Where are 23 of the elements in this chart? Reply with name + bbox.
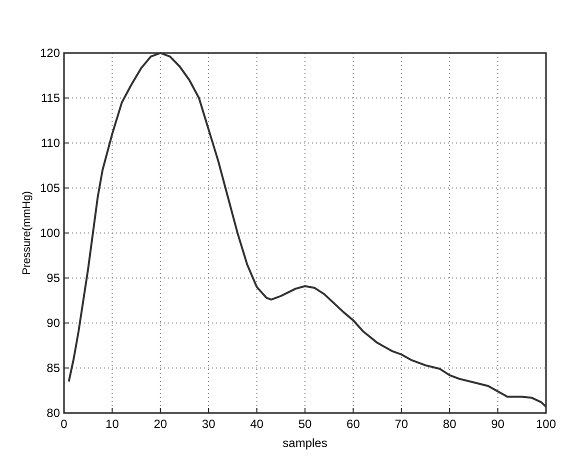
x-tick-label: 0 xyxy=(60,417,68,431)
y-tick-label: 115 xyxy=(40,91,60,105)
y-tick-label: 100 xyxy=(40,226,60,240)
y-tick-label: 120 xyxy=(40,46,60,60)
y-tick-label: 85 xyxy=(46,361,60,375)
x-tick-label: 30 xyxy=(202,417,216,431)
x-tick-label: 100 xyxy=(536,417,556,431)
x-tick-label: 90 xyxy=(491,417,505,431)
y-axis-title: Pressure(mmHg) xyxy=(21,191,33,275)
x-axis-title: samples xyxy=(282,436,328,450)
x-tick-label: 40 xyxy=(250,417,264,431)
y-tick-label: 80 xyxy=(46,406,60,420)
line-series xyxy=(68,52,547,408)
y-tick-label: 105 xyxy=(40,181,60,195)
x-tick-label: 80 xyxy=(442,417,457,431)
y-tick-label: 90 xyxy=(46,316,60,330)
y-tick-label: 110 xyxy=(40,136,60,150)
x-tick-label: 10 xyxy=(106,417,120,431)
y-tick-label: 95 xyxy=(46,271,60,285)
x-tick-label: 20 xyxy=(154,417,168,431)
x-tick-label: 60 xyxy=(346,417,360,431)
x-tick-label: 70 xyxy=(394,417,408,431)
x-tick-label: 50 xyxy=(298,417,312,431)
